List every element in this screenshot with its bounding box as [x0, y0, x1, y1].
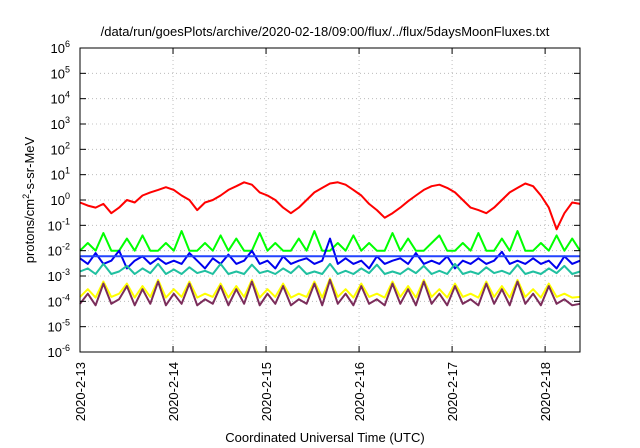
y-tick-label: 100 — [51, 191, 70, 208]
y-tick-label: 105 — [51, 64, 70, 81]
plot-frame — [79, 47, 581, 353]
x-axis-label: Coordinated Universal Time (UTC) — [225, 430, 424, 445]
y-axis-label-main: protons/cm — [22, 199, 37, 263]
y-axis-label: protons/cm2-s-sr-MeV — [21, 136, 37, 263]
y-tick-label: 10-1 — [48, 216, 70, 233]
y-tick-label: 103 — [51, 115, 70, 132]
x-tick-label: 2020-2-17 — [445, 362, 460, 421]
series-line-1 — [79, 181, 581, 231]
x-tick-label: 2020-2-16 — [352, 362, 367, 421]
y-tick-label: 104 — [51, 90, 70, 107]
series-line-2 — [79, 230, 581, 252]
series-line-3 — [79, 237, 581, 270]
x-tick-label: 2020-2-15 — [259, 362, 274, 421]
y-tick-label: 10-2 — [48, 242, 70, 259]
y-tick-label: 10-6 — [48, 343, 70, 360]
grid — [80, 48, 580, 352]
y-tick-label: 101 — [51, 166, 70, 183]
chart-title: /data/run/goesPlots/archive/2020-02-18/0… — [101, 24, 550, 39]
y-tick-label: 106 — [51, 39, 70, 56]
y-tick-label: 10-4 — [48, 292, 70, 309]
series-line-7 — [79, 278, 581, 307]
x-tick-label: 2020-2-18 — [538, 362, 553, 421]
x-tick-label: 2020-2-14 — [166, 362, 181, 421]
y-tick-label: 10-3 — [48, 267, 70, 284]
y-tick-label: 10-5 — [48, 318, 70, 335]
series-line-5 — [79, 262, 581, 275]
y-axis-label-rest: -s-sr-MeV — [22, 136, 37, 193]
y-tick-label: 102 — [51, 140, 70, 157]
axes: 10-6 10-5 10-4 10-3 10-2 10-1 100 101 102 103 104 1… — [48, 39, 580, 421]
y-axis-label-superscript: 2 — [21, 194, 31, 199]
series-line-6 — [79, 277, 581, 299]
x-tick-label: 2020-2-13 — [73, 362, 88, 421]
series-group — [79, 181, 581, 307]
